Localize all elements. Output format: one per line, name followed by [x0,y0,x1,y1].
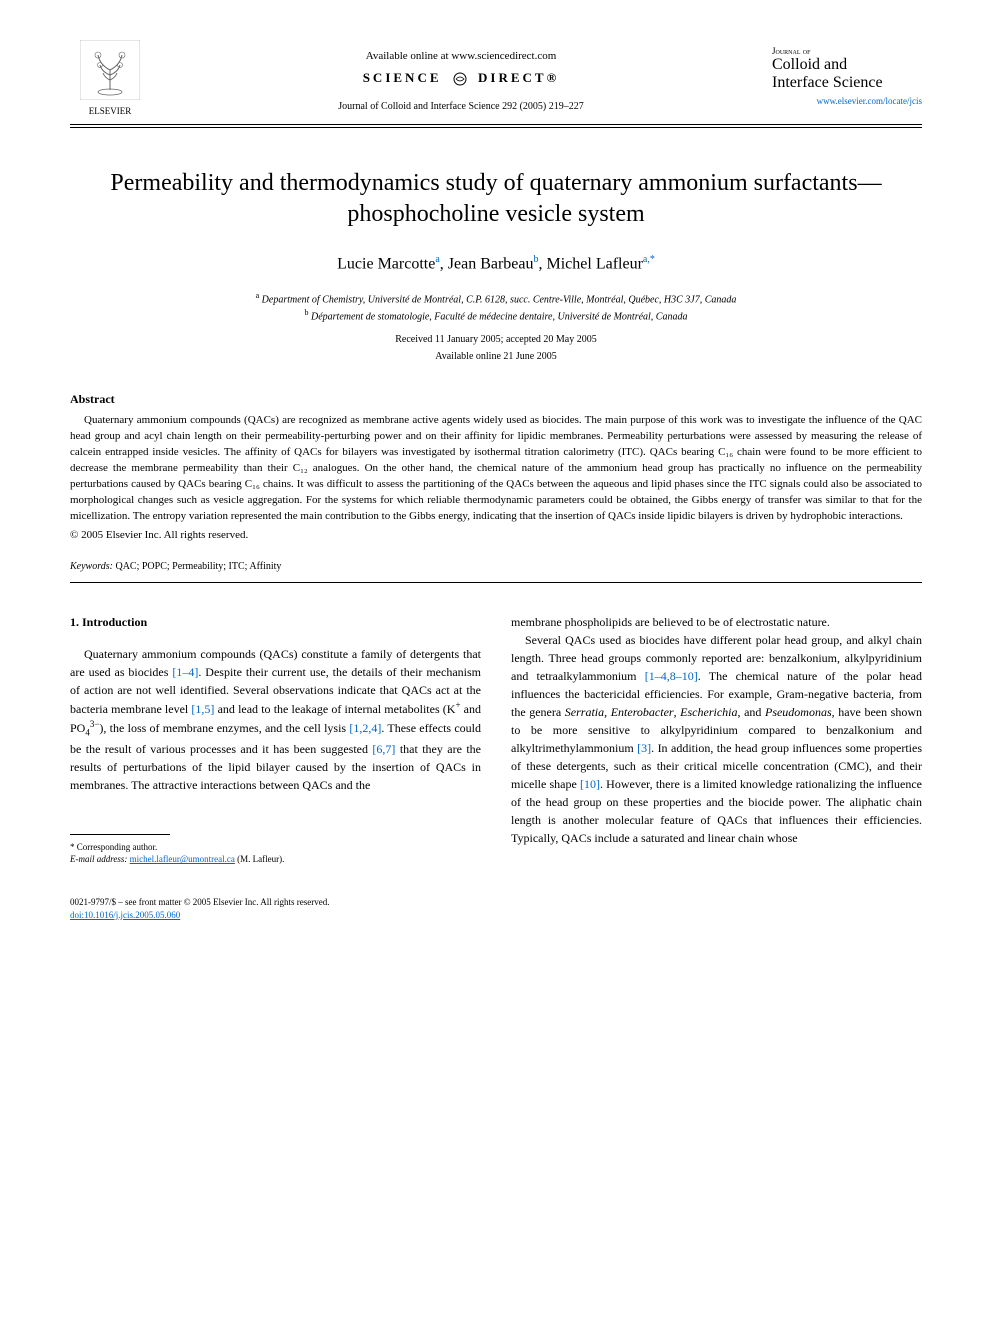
author-2-affil: b [534,254,539,265]
left-column: 1. Introduction Quaternary ammonium comp… [70,613,481,866]
journal-name-l2: Interface Science [772,74,922,92]
affil-a-sup: a [256,291,260,300]
body-columns: 1. Introduction Quaternary ammonium comp… [70,613,922,866]
available-online-text: Available online at www.sciencedirect.co… [150,50,772,62]
keywords-line: Keywords: QAC; POPC; Permeability; ITC; … [70,561,922,583]
ref-link-3[interactable]: [3] [637,741,651,755]
science-direct-icon [452,71,468,87]
abstract-heading: Abstract [70,392,922,407]
elsevier-tree-icon [80,40,140,100]
affiliations: a Department of Chemistry, Université de… [70,290,922,325]
available-date: Available online 21 June 2005 [70,351,922,362]
right-column: membrane phospholipids are believed to b… [511,613,922,866]
introduction-heading: 1. Introduction [70,613,481,631]
author-2: Jean Barbeau [448,256,534,273]
journal-citation: Journal of Colloid and Interface Science… [150,101,772,112]
page-header: ELSEVIER Available online at www.science… [70,40,922,116]
keywords-label: Keywords: [70,561,113,572]
ref-link-1-4-8-10[interactable]: [1–4,8–10] [645,669,698,683]
author-3: Michel Lafleur [547,256,643,273]
journal-url-link[interactable]: www.elsevier.com/locate/jcis [772,96,922,106]
affil-b-sup: b [305,308,309,317]
journal-name-l1: Colloid and [772,56,922,74]
header-rule-bottom [70,127,922,128]
ref-link-1-2-4[interactable]: [1,2,4] [349,721,381,735]
authors-line: Lucie Marcottea, Jean Barbeaub, Michel L… [70,254,922,273]
author-3-affil: a,* [643,254,655,265]
keywords-text: QAC; POPC; Permeability; ITC; Affinity [115,561,281,572]
intro-para-3: Several QACs used as biocides have diffe… [511,631,922,847]
intro-para-1: Quaternary ammonium compounds (QACs) con… [70,645,481,794]
abstract-copyright: © 2005 Elsevier Inc. All rights reserved… [70,529,922,541]
intro-para-2: membrane phospholipids are believed to b… [511,613,922,631]
email-label: E-mail address: [70,854,127,864]
journal-of-label: Journal of [772,46,922,56]
paper-title: Permeability and thermodynamics study of… [110,168,882,230]
ref-link-1-4[interactable]: [1–4] [172,665,198,679]
ref-link-1-5[interactable]: [1,5] [191,702,214,716]
page-footer-meta: 0021-9797/$ – see front matter © 2005 El… [70,896,922,921]
corr-email-name: (M. Lafleur). [237,854,284,864]
issn-line: 0021-9797/$ – see front matter © 2005 El… [70,896,922,909]
science-direct-right: DIRECT® [478,70,559,85]
science-direct-logo: SCIENCE DIRECT® [150,70,772,87]
ref-link-6-7[interactable]: [6,7] [372,742,395,756]
corresponding-author-footnote: * Corresponding author. E-mail address: … [70,841,481,866]
author-1: Lucie Marcotte [337,256,435,273]
affil-b-text: Département de stomatologie, Faculté de … [311,311,687,322]
abstract-text: Quaternary ammonium compounds (QACs) are… [70,413,922,525]
header-rule-top [70,124,922,125]
received-date: Received 11 January 2005; accepted 20 Ma… [70,334,922,345]
footnote-rule [70,834,170,835]
corr-author-label: * Corresponding author. [70,841,481,854]
affil-a-text: Department of Chemistry, Université de M… [262,294,737,305]
journal-title-box: Journal of Colloid and Interface Science… [772,40,922,106]
doi-link[interactable]: doi:10.1016/j.jcis.2005.05.060 [70,910,180,920]
science-direct-left: SCIENCE [363,70,442,85]
author-1-affil: a [435,254,439,265]
elsevier-logo: ELSEVIER [70,40,150,116]
abstract-section: Abstract Quaternary ammonium compounds (… [70,392,922,541]
ref-link-10[interactable]: [10] [580,777,600,791]
elsevier-label: ELSEVIER [70,106,150,116]
corr-email-link[interactable]: michel.lafleur@umontreal.ca [130,854,235,864]
center-header: Available online at www.sciencedirect.co… [150,40,772,112]
